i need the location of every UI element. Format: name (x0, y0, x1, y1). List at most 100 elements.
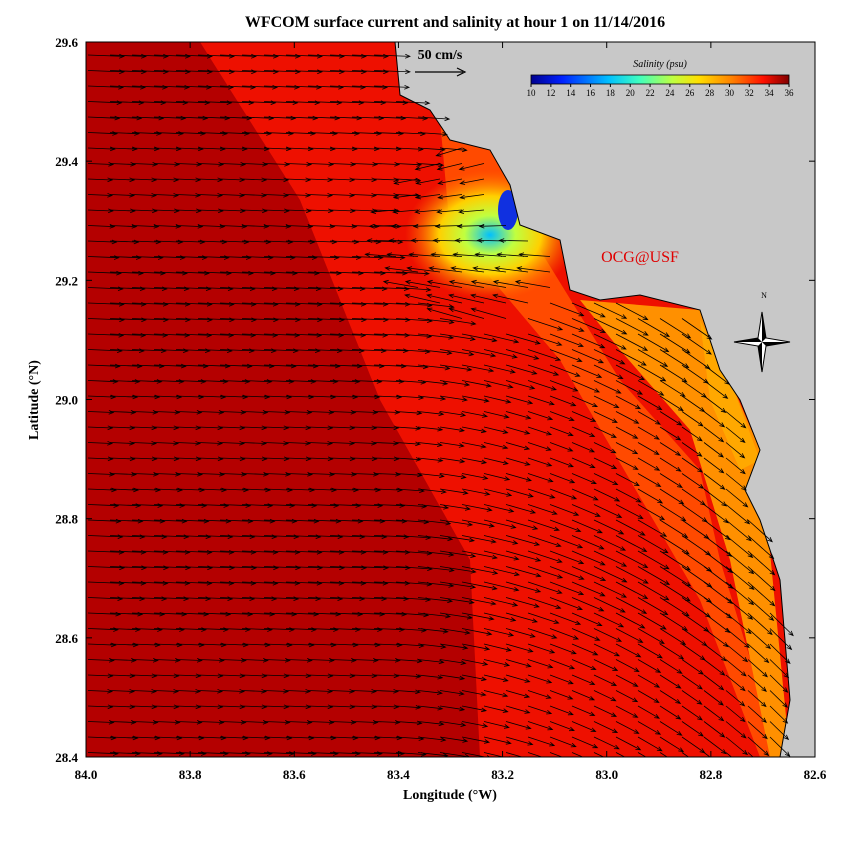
current-arrow (131, 363, 165, 369)
current-arrow (87, 363, 121, 369)
current-arrow (725, 504, 751, 525)
current-arrow (87, 596, 124, 601)
current-arrow (505, 736, 534, 746)
current-arrow (593, 721, 619, 733)
current-arrow (197, 177, 224, 183)
current-arrow (197, 363, 231, 369)
current-arrow (241, 131, 273, 136)
current-arrow (329, 348, 365, 353)
current-arrow (725, 457, 746, 475)
current-arrow (461, 628, 493, 636)
current-arrow (285, 239, 316, 245)
current-arrow (615, 752, 626, 757)
x-tick-label: 82.8 (699, 767, 722, 782)
current-arrow (703, 566, 734, 589)
current-arrow (439, 147, 468, 153)
current-arrow (450, 266, 485, 273)
current-arrow (571, 690, 596, 701)
current-arrow (219, 410, 247, 415)
current-arrow (725, 442, 746, 459)
current-arrow (219, 673, 246, 679)
current-arrow (109, 301, 147, 307)
current-arrow (109, 642, 139, 648)
current-arrow (87, 255, 120, 260)
y-tick-label: 29.0 (55, 393, 78, 408)
current-arrow (615, 690, 639, 703)
current-arrow (373, 379, 405, 384)
current-arrow (263, 673, 290, 679)
current-arrow (505, 674, 531, 683)
current-arrow (571, 488, 599, 501)
current-arrow (417, 116, 451, 122)
current-arrow (637, 612, 667, 630)
current-arrow (329, 379, 361, 384)
current-arrow (263, 224, 292, 229)
current-arrow (417, 426, 444, 432)
current-arrow (527, 426, 553, 436)
current-arrow (131, 162, 159, 167)
current-arrow (725, 736, 749, 756)
current-arrow (109, 720, 137, 725)
current-arrow (329, 580, 367, 586)
current-arrow (373, 84, 411, 90)
current-arrow (637, 659, 662, 673)
current-arrow (131, 580, 169, 586)
current-arrow (329, 534, 366, 539)
current-arrow (241, 565, 280, 571)
current-arrow (615, 457, 639, 470)
current-arrow (615, 659, 640, 672)
current-arrow (483, 752, 511, 757)
current-arrow (373, 270, 408, 276)
current-arrow (373, 534, 410, 539)
current-arrow (637, 705, 660, 719)
current-arrow (219, 162, 247, 167)
current-arrow (329, 688, 356, 694)
current-arrow (219, 425, 246, 431)
current-arrow (131, 317, 169, 323)
current-arrow (461, 442, 487, 449)
current-arrow (307, 239, 338, 245)
current-arrow (725, 550, 755, 575)
current-arrow (769, 674, 789, 693)
current-arrow (87, 270, 122, 276)
current-arrow (461, 380, 492, 388)
current-arrow (241, 456, 268, 462)
current-arrow (571, 674, 596, 685)
current-arrow (439, 674, 466, 681)
current-arrow (571, 380, 601, 393)
current-arrow (571, 395, 599, 407)
current-arrow (351, 425, 378, 431)
current-arrow (285, 270, 320, 276)
current-arrow (373, 735, 403, 741)
current-arrow (769, 628, 793, 651)
current-arrow (175, 162, 203, 167)
current-arrow (615, 519, 646, 536)
current-arrow (329, 549, 367, 555)
current-arrow (769, 643, 791, 665)
current-arrow (414, 163, 441, 171)
current-arrow (516, 266, 551, 273)
current-arrow (373, 317, 411, 323)
current-arrow (175, 348, 211, 353)
current-arrow (659, 721, 683, 736)
current-arrow (461, 721, 489, 728)
current-arrow (153, 704, 180, 710)
current-arrow (571, 721, 597, 732)
current-arrow (483, 643, 512, 652)
current-arrow (131, 69, 169, 75)
current-arrow (329, 208, 356, 214)
current-arrow (435, 147, 463, 157)
current-arrow (263, 704, 290, 710)
current-arrow (307, 208, 334, 214)
current-arrow (549, 721, 575, 732)
current-arrow (109, 487, 140, 493)
current-arrow (263, 239, 294, 245)
current-arrow (428, 266, 463, 273)
current-arrow (285, 456, 312, 462)
current-arrow (351, 580, 389, 586)
current-arrow (549, 581, 585, 596)
current-arrow (417, 395, 447, 401)
current-arrow (461, 705, 488, 713)
current-arrow (131, 239, 162, 245)
current-arrow (307, 580, 345, 586)
